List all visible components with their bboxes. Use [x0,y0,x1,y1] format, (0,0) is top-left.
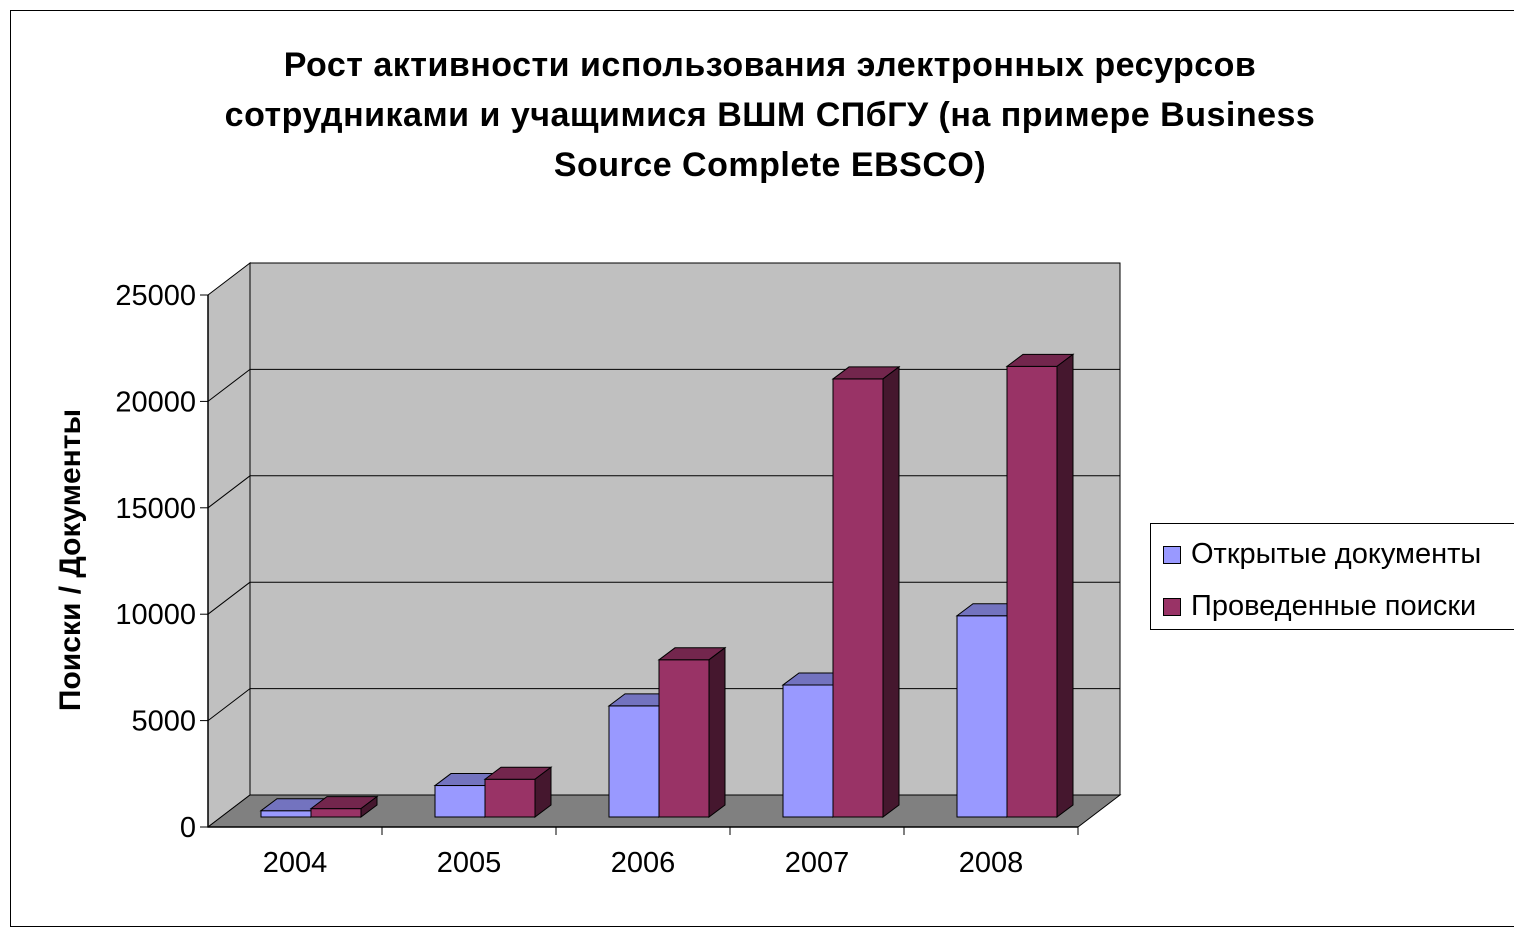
bar-front [434,785,486,818]
x-tick-label: 2008 [959,847,1024,879]
bar-front [782,684,834,818]
x-tick-label: 2006 [611,847,676,879]
axes: 0 5000 10000 15000 20000 25000 2004 2005 2006 200… [115,280,1079,879]
y-axis-title: Поиски / Документы [54,409,87,711]
gridline-side [207,475,251,509]
bar-front [658,659,710,818]
legend-item-searches: Проведенные поиски [1163,590,1476,623]
gridline-side [207,581,251,615]
legend-label-documents: Открытые документы [1191,538,1482,570]
x-tick-label: 2007 [785,847,850,879]
gridline-side [207,369,251,402]
bar-front [484,778,536,818]
bar-front [260,810,312,818]
legend-item-documents: Открытые документы [1163,538,1481,571]
x-tick-label: 2005 [437,847,502,879]
bar-side [534,766,552,818]
chart-title: Рост активности использования электронны… [130,40,1410,190]
bar-side [1056,353,1074,818]
chart-title-line-2: сотрудниками и учащимися ВШМ СПбГУ (на п… [224,96,1316,134]
bar-front [310,808,362,818]
side-wall [207,261,251,829]
chart-title-line-3: Source Complete EBSCO) [553,146,987,184]
bars [259,353,1075,818]
bar-side [360,795,378,818]
bar-side [708,646,726,818]
legend-swatch-documents [1163,545,1181,564]
bar-front [608,705,660,818]
bar-front [956,615,1008,818]
gridline-side [207,688,251,721]
bar-side [882,365,900,818]
legend: Открытые документы Проведенные поиски [1150,523,1514,630]
legend-label-searches: Проведенные поиски [1191,590,1477,622]
y-tick-label: 5000 [131,706,196,738]
bar-front [1006,365,1058,818]
y-tick-label: 20000 [115,386,196,418]
x-tick-label: 2004 [263,847,328,879]
chart-title-line-1: Рост активности использования электронны… [283,46,1257,84]
y-tick-label: 0 [180,812,196,844]
y-tick-label: 15000 [115,493,196,525]
bar-front [832,378,884,818]
y-tick-label: 10000 [115,599,196,631]
legend-swatch-searches [1163,597,1181,616]
y-tick-label: 25000 [115,280,196,312]
